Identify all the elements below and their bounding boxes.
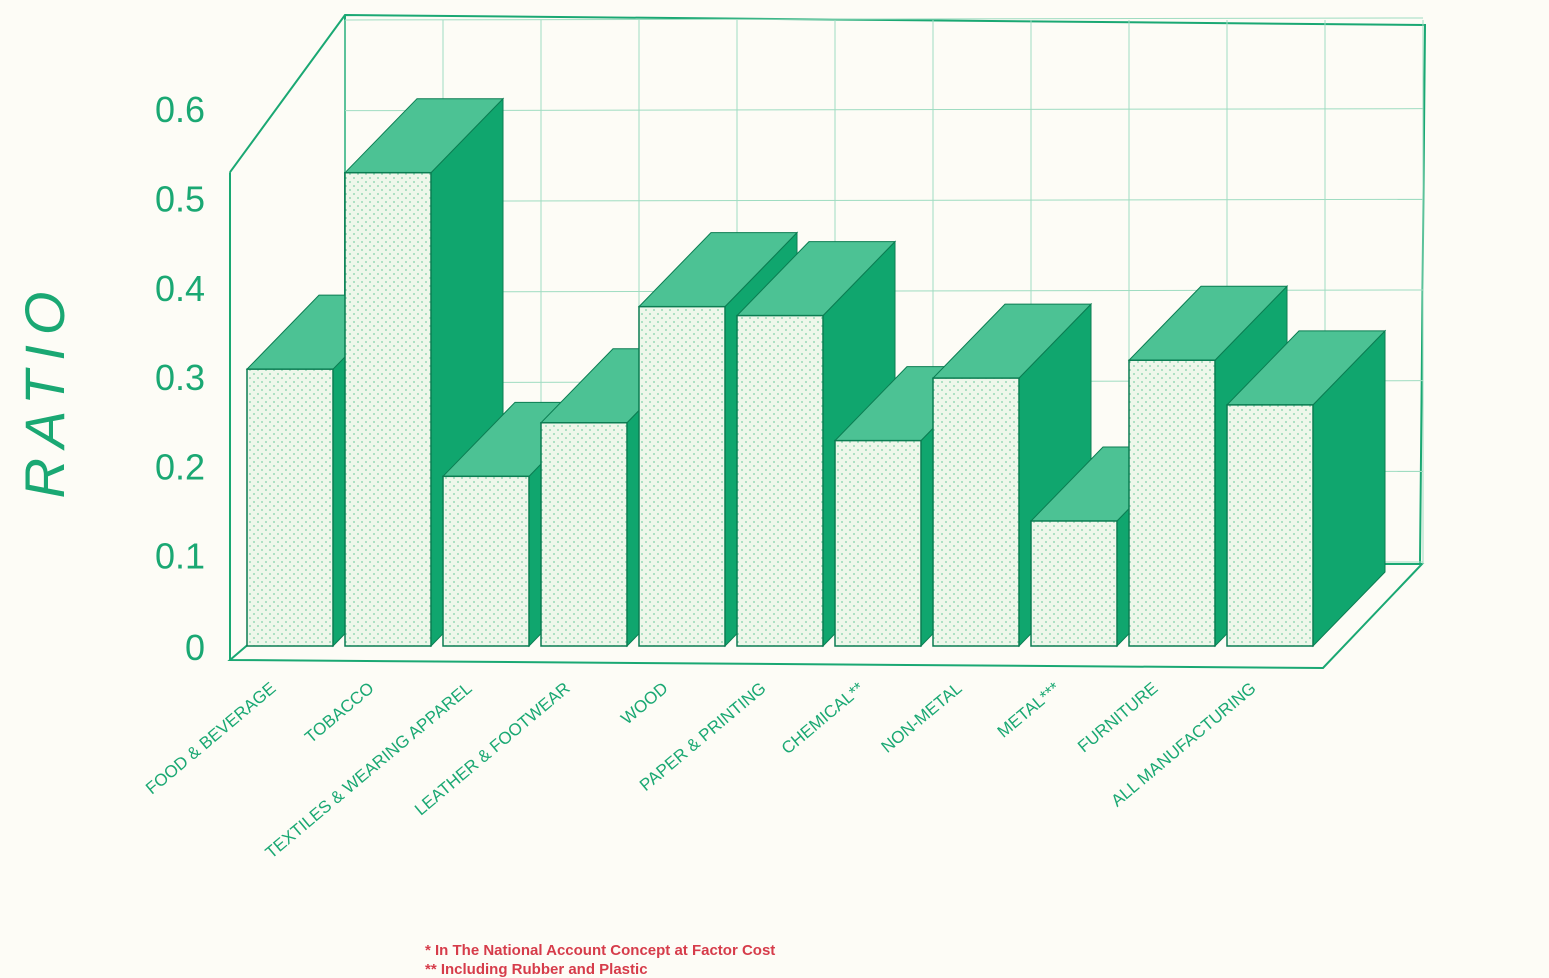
x-tick-label: WOOD — [617, 679, 671, 729]
y-tick-label: 0.1 — [155, 536, 205, 577]
x-tick-label: CHEMICAL** — [778, 678, 868, 758]
bar-front-3 — [442, 475, 530, 647]
bar-front-2 — [344, 171, 432, 647]
bar-front-5 — [638, 305, 726, 647]
bar-front-10 — [1128, 359, 1216, 647]
bar-11 — [1225, 329, 1387, 648]
x-tick-label: METAL*** — [994, 678, 1064, 741]
x-tick-label: TEXTILES & WEARING APPAREL — [262, 679, 476, 863]
bar-front-11 — [1226, 404, 1314, 647]
x-tick-label: FURNITURE — [1074, 679, 1161, 757]
bar-front-6 — [736, 314, 824, 647]
bar-front-1 — [246, 368, 334, 647]
y-tick-label: 0.6 — [155, 89, 205, 130]
y-tick-label: 0.4 — [155, 268, 205, 309]
footnote-2: ** Including Rubber and Plastic — [425, 961, 648, 978]
footnote-1: * In The National Account Concept at Fac… — [425, 942, 775, 959]
bar-front-8 — [932, 377, 1020, 647]
bar-front-9 — [1030, 520, 1118, 647]
y-tick-label: 0.2 — [155, 446, 205, 487]
x-tick-label: NON-METAL — [878, 679, 966, 757]
x-tick-label: LEATHER & FOOTWEAR — [411, 679, 573, 820]
y-tick-label: 0 — [185, 627, 205, 668]
y-tick-label: 0.3 — [155, 357, 205, 398]
y-tick-label: 0.5 — [155, 179, 205, 220]
bar-front-7 — [834, 439, 922, 647]
bars — [245, 97, 1387, 648]
x-tick-label: FOOD & BEVERAGE — [142, 679, 279, 799]
y-axis-label: RATIO — [13, 282, 76, 499]
y-axis-ticks: 0 0.1 0.2 0.3 0.4 0.5 0.6 — [155, 89, 205, 668]
bar-front-4 — [540, 422, 628, 647]
x-tick-label: TOBACCO — [301, 679, 377, 747]
